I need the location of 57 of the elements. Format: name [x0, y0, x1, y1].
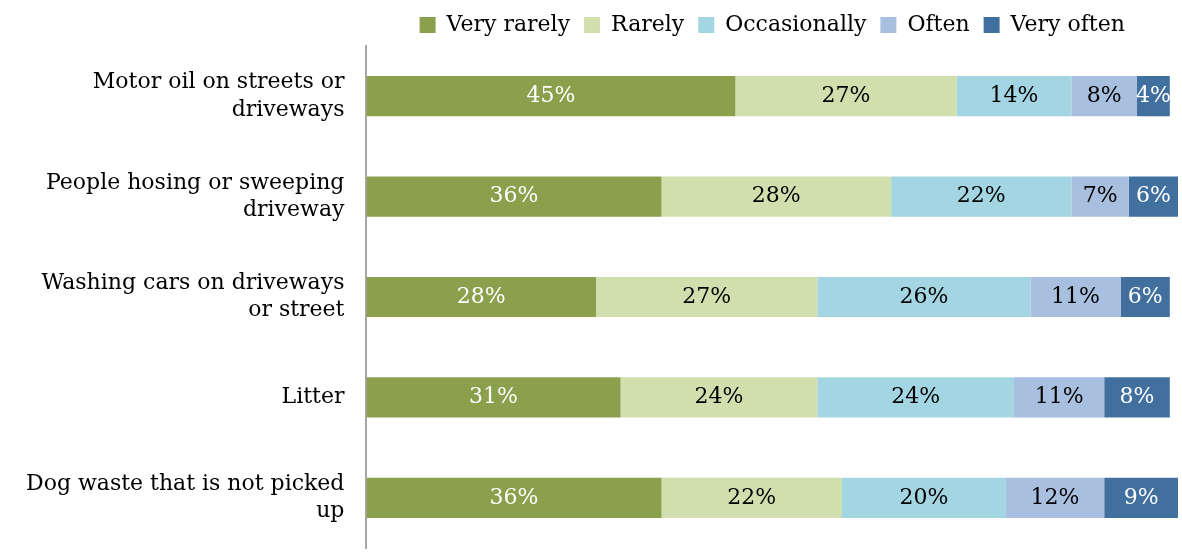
bar	[956, 76, 1072, 117]
bar	[366, 377, 621, 418]
legend-label: Very often	[1009, 10, 1125, 36]
bar	[735, 76, 957, 117]
data-label: 20%	[899, 483, 949, 509]
legend-label: Occasionally	[725, 10, 867, 36]
y-tick-label: Motor oil on streets or driveways	[92, 68, 345, 121]
bar	[1071, 176, 1129, 217]
data-label: 24%	[891, 383, 941, 409]
bar	[366, 176, 662, 217]
data-label: 22%	[727, 483, 777, 509]
data-label: 8%	[1086, 81, 1122, 107]
bar	[661, 477, 842, 518]
legend-label: Often	[907, 10, 970, 36]
bar	[1104, 477, 1178, 518]
data-label: 12%	[1030, 483, 1080, 509]
bar	[1071, 76, 1138, 117]
bar	[620, 377, 818, 418]
y-tick-label: Washing cars on driveways or street	[41, 268, 345, 322]
data-label: 4%	[1135, 81, 1171, 107]
bar	[1005, 477, 1105, 518]
bar	[595, 276, 818, 318]
bar	[366, 276, 596, 318]
bar	[841, 477, 1006, 518]
data-label: 11%	[1034, 383, 1084, 409]
data-label: 27%	[821, 81, 871, 107]
data-label: 28%	[456, 282, 506, 308]
bar	[366, 477, 662, 518]
data-label: 36%	[489, 483, 539, 509]
data-label: 6%	[1127, 282, 1163, 308]
bar	[661, 176, 892, 217]
bar	[1014, 377, 1105, 418]
bar	[1104, 377, 1170, 418]
data-label: 7%	[1082, 182, 1118, 208]
data-label: 27%	[682, 282, 732, 308]
data-label: 14%	[989, 81, 1039, 107]
legend-label: Very rarely	[445, 10, 571, 36]
y-tick-label: Litter	[281, 383, 345, 409]
y-tick-label: People hosing or sweeping driveway	[45, 168, 346, 222]
data-label: 26%	[899, 282, 949, 308]
data-label: 31%	[469, 383, 518, 409]
bar	[366, 76, 736, 117]
data-label: 28%	[751, 182, 801, 208]
data-label: 22%	[956, 182, 1006, 208]
data-label: 6%	[1135, 182, 1171, 208]
bar	[891, 176, 1072, 217]
legend-label: Rarely	[611, 10, 685, 36]
bar	[817, 377, 1015, 418]
data-label: 45%	[526, 81, 576, 107]
bar	[1030, 276, 1121, 318]
data-label: 8%	[1119, 383, 1155, 409]
y-tick-label: Dog waste that is not picked up	[26, 469, 345, 523]
data-label: 11%	[1051, 282, 1100, 308]
data-label: 9%	[1123, 483, 1159, 509]
data-label: 36%	[489, 182, 539, 208]
data-label: 24%	[694, 383, 744, 409]
bar	[817, 276, 1031, 318]
